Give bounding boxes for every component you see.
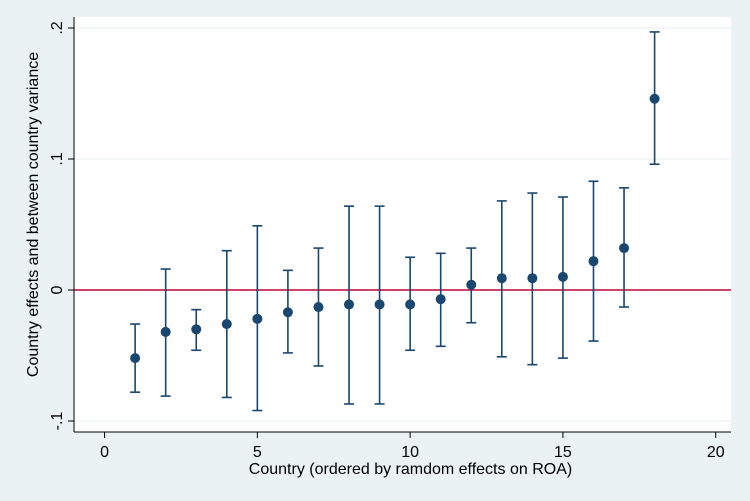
point-estimate-7 <box>313 302 324 313</box>
y-tick-label: 0 <box>49 285 66 294</box>
point-estimate-13 <box>496 273 507 284</box>
point-estimate-3 <box>191 324 202 335</box>
point-estimate-15 <box>557 271 568 282</box>
y-tick-label: .1 <box>49 152 66 165</box>
point-estimate-1 <box>130 353 141 364</box>
point-estimate-12 <box>466 279 477 290</box>
point-estimate-17 <box>619 243 630 254</box>
point-estimate-14 <box>527 273 538 284</box>
point-estimate-4 <box>221 319 232 330</box>
point-estimate-9 <box>374 299 385 310</box>
x-tick-label: 0 <box>100 444 109 461</box>
point-estimate-5 <box>252 313 263 324</box>
y-axis-title: Country effects and between country vari… <box>25 52 42 377</box>
x-tick-label: 20 <box>707 444 725 461</box>
y-tick-label: .2 <box>49 21 66 34</box>
point-estimate-8 <box>344 299 355 310</box>
point-estimates <box>130 93 660 364</box>
point-estimate-10 <box>405 299 416 310</box>
axes: 0 5 10 15 20 -.1 0 .1 .2 <box>49 17 731 461</box>
x-tick-label: 15 <box>554 444 572 461</box>
point-estimate-16 <box>588 256 599 267</box>
point-estimate-6 <box>282 307 293 318</box>
x-tick-label: 10 <box>401 444 419 461</box>
point-estimate-11 <box>435 294 446 305</box>
y-tick-label: -.1 <box>49 412 66 431</box>
point-estimate-18 <box>649 93 660 104</box>
x-axis-title: Country (ordered by ramdom effects on RO… <box>249 461 572 478</box>
plot-area <box>74 17 731 432</box>
point-estimate-2 <box>160 326 171 337</box>
x-tick-label: 5 <box>253 444 262 461</box>
